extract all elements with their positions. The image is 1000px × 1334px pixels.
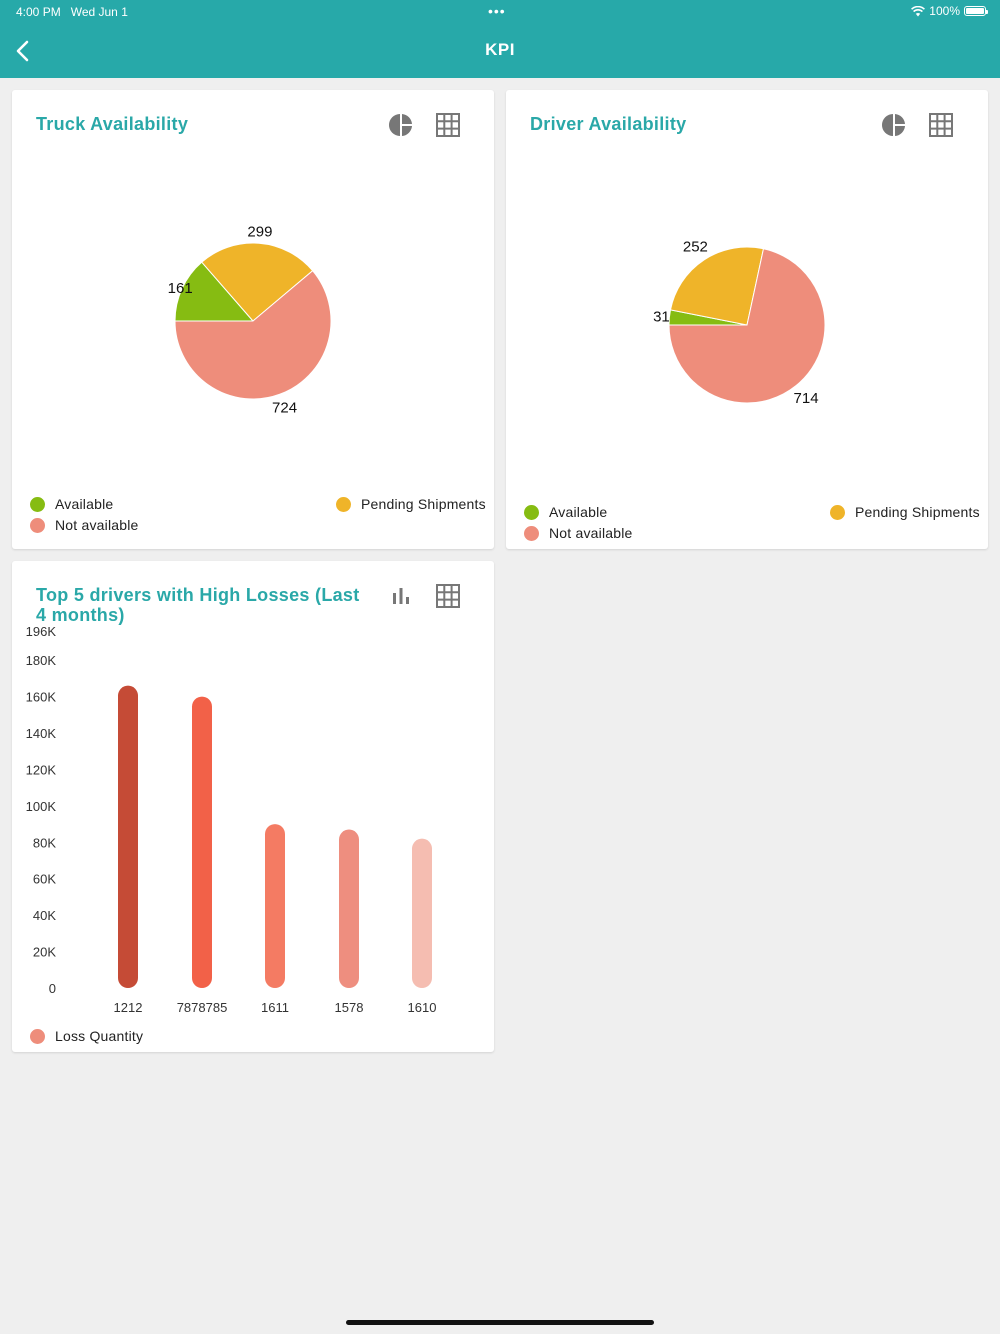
pie-chart-icon[interactable] bbox=[881, 112, 907, 138]
wifi-icon bbox=[911, 5, 926, 16]
truck-pie-chart: 161 299 724 bbox=[168, 223, 332, 416]
card-title: Top 5 drivers with High Losses (Last 4 m… bbox=[36, 585, 360, 625]
legend-swatch bbox=[30, 496, 45, 512]
pie-slice-not-available[interactable] bbox=[668, 248, 826, 404]
card-title: Truck Availability bbox=[36, 114, 189, 134]
legend-label: Not available bbox=[55, 517, 139, 533]
y-tick-label: 160K bbox=[26, 690, 57, 705]
pie-chart-icon[interactable] bbox=[388, 112, 414, 138]
home-indicator bbox=[346, 1320, 654, 1325]
x-tick-label: 1212 bbox=[114, 1000, 143, 1015]
loss-bar[interactable] bbox=[412, 838, 432, 988]
y-tick-label: 120K bbox=[26, 762, 57, 777]
loss-bar[interactable] bbox=[339, 829, 359, 988]
bar-chart-icon[interactable] bbox=[388, 583, 414, 609]
y-tick-label: 100K bbox=[26, 799, 57, 814]
legend-pending: Pending Shipments bbox=[830, 504, 980, 520]
legend-available: Available bbox=[524, 504, 607, 520]
pie-slice-not-available[interactable] bbox=[174, 270, 332, 400]
pie-data-label: 161 bbox=[168, 280, 193, 297]
truck-availability-card: Truck Availability 161 299 724 Available N… bbox=[12, 90, 494, 549]
loss-bar[interactable] bbox=[192, 696, 212, 988]
grid-icon[interactable] bbox=[435, 112, 461, 138]
legend-label: Available bbox=[549, 504, 608, 520]
pie-data-label: 31 bbox=[653, 309, 670, 326]
status-indicators: 100% bbox=[911, 4, 988, 18]
pie-data-label: 714 bbox=[794, 390, 819, 407]
page-title: KPI bbox=[485, 40, 515, 59]
legend-pending: Pending Shipments bbox=[336, 496, 486, 512]
legend-swatch bbox=[30, 1028, 45, 1044]
grid-icon[interactable] bbox=[928, 112, 954, 138]
legend-label: Pending Shipments bbox=[361, 496, 486, 512]
pie-slice-pending-shipments[interactable] bbox=[201, 242, 314, 322]
legend-loss-quantity: Loss Quantity bbox=[30, 1028, 143, 1044]
y-tick-label: 40K bbox=[33, 908, 56, 923]
loss-bar-chart: 0 20K 40K 60K 80K 100K 120K 140K 160K 180K 196K 121… bbox=[26, 624, 437, 1015]
pie-slice-pending-shipments[interactable] bbox=[669, 246, 765, 326]
legend-label: Not available bbox=[549, 525, 633, 541]
driver-pie-chart: 31 252 714 bbox=[653, 238, 826, 407]
legend-available: Available bbox=[30, 496, 113, 512]
y-tick-label: 196K bbox=[26, 624, 57, 639]
grid-icon[interactable] bbox=[435, 583, 461, 609]
y-tick-label: 60K bbox=[33, 872, 56, 887]
y-tick-label: 80K bbox=[33, 835, 56, 850]
loss-bar[interactable] bbox=[265, 824, 285, 988]
x-tick-label: 1610 bbox=[408, 1000, 437, 1015]
legend-not-available: Not available bbox=[30, 517, 139, 533]
y-tick-label: 140K bbox=[26, 726, 57, 741]
battery-icon bbox=[964, 6, 988, 16]
legend-label: Pending Shipments bbox=[855, 504, 980, 520]
x-tick-label: 1578 bbox=[335, 1000, 364, 1015]
x-tick-label: 7878785 bbox=[177, 1000, 228, 1015]
battery-percent: 100% bbox=[929, 4, 960, 18]
legend-swatch bbox=[830, 504, 845, 520]
pie-slice-available[interactable] bbox=[174, 261, 255, 322]
driver-losses-card: Top 5 drivers with High Losses (Last 4 m… bbox=[12, 561, 494, 1052]
legend-swatch bbox=[30, 517, 45, 533]
multitask-dots-icon[interactable]: ••• bbox=[488, 3, 506, 19]
loss-bar[interactable] bbox=[118, 685, 138, 988]
status-time: 4:00 PM Wed Jun 1 bbox=[16, 5, 128, 19]
app-header: 4:00 PM Wed Jun 1 ••• 100% KPI bbox=[0, 0, 1000, 78]
legend-swatch bbox=[524, 525, 539, 541]
legend-label: Loss Quantity bbox=[55, 1028, 144, 1044]
x-tick-label: 1611 bbox=[261, 1000, 289, 1015]
y-tick-label: 0 bbox=[49, 981, 56, 996]
y-tick-label: 20K bbox=[33, 945, 56, 960]
pie-data-label: 252 bbox=[683, 238, 708, 255]
legend-swatch bbox=[524, 504, 539, 520]
driver-availability-card: Driver Availability 31 252 714 Available N… bbox=[506, 90, 988, 549]
legend-not-available: Not available bbox=[524, 525, 633, 541]
y-tick-label: 180K bbox=[26, 653, 57, 668]
pie-data-label: 299 bbox=[247, 223, 272, 240]
legend-label: Available bbox=[55, 496, 114, 512]
back-button[interactable] bbox=[12, 38, 34, 64]
pie-data-label: 724 bbox=[272, 399, 297, 416]
legend-swatch bbox=[336, 496, 351, 512]
card-title: Driver Availability bbox=[530, 114, 687, 134]
